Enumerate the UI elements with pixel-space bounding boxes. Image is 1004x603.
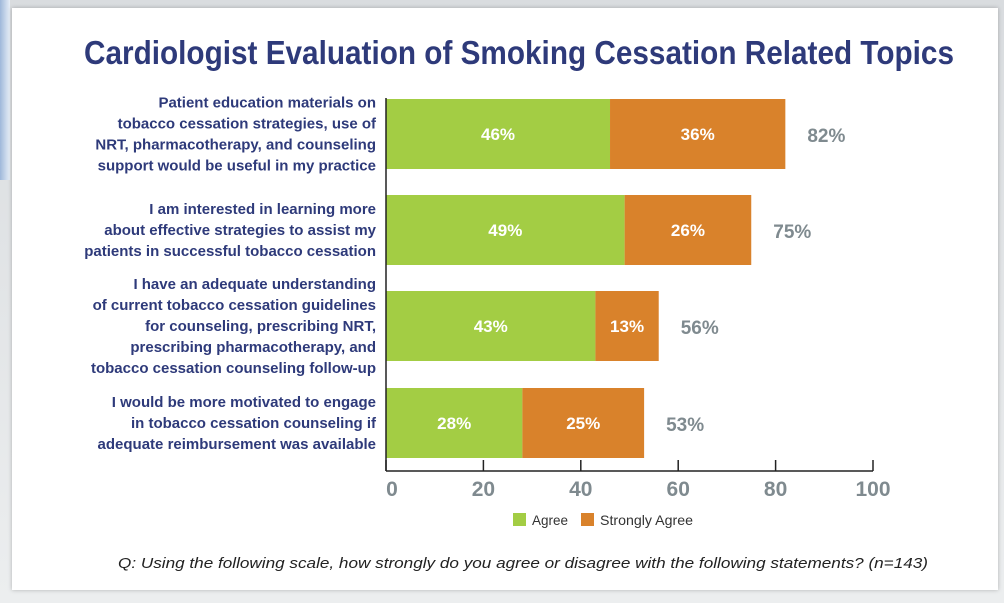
total-label: 75% bbox=[773, 222, 811, 243]
category-label-line: adequate reimbursement was available bbox=[98, 436, 376, 453]
bar-agree bbox=[386, 99, 611, 169]
x-tick-label: 40 bbox=[569, 478, 592, 501]
bar-strongly-agree bbox=[595, 291, 659, 361]
bar-value-label: 25% bbox=[566, 414, 600, 433]
bar-agree bbox=[386, 291, 596, 361]
bar-row: I am interested in learning more about ef… bbox=[84, 195, 811, 265]
category-label-line: I have an adequate understanding bbox=[133, 276, 376, 293]
x-tick-label: 60 bbox=[667, 478, 690, 501]
category-label-line: in tobacco cessation counseling if bbox=[131, 415, 377, 432]
category-label-line: patients in successful tobacco cessation bbox=[84, 243, 376, 260]
x-tick-label: 0 bbox=[386, 478, 398, 501]
bar-value-label: 13% bbox=[610, 317, 644, 336]
bar-value-label: 36% bbox=[681, 125, 715, 144]
bar-agree bbox=[386, 195, 625, 265]
x-tick-label: 80 bbox=[764, 478, 787, 501]
legend: Agree Strongly Agree bbox=[513, 512, 693, 528]
category-label-line: I am interested in learning more bbox=[149, 201, 376, 218]
question-note: Q: Using the following scale, how strong… bbox=[118, 556, 928, 572]
decorative-edge bbox=[0, 0, 10, 180]
category-label-line: NRT, pharmacotherapy, and counseling bbox=[95, 137, 376, 154]
total-label: 82% bbox=[807, 126, 845, 147]
bar-strongly-agree bbox=[610, 99, 786, 169]
bar-value-label: 26% bbox=[671, 221, 705, 240]
legend-label-agree: Agree bbox=[532, 512, 568, 528]
category-label-line: prescribing pharmacotherapy, and bbox=[130, 339, 376, 356]
bar-row: I would be more motivated to engage in to… bbox=[98, 388, 704, 458]
category-label-line: about effective strategies to assist my bbox=[104, 222, 376, 239]
total-label: 53% bbox=[666, 415, 704, 436]
chart-title: Cardiologist Evaluation of Smoking Cessa… bbox=[84, 34, 954, 71]
category-label-line: tobacco cessation counseling follow-up bbox=[91, 360, 376, 377]
bar-value-label: 49% bbox=[488, 221, 522, 240]
legend-label-strongly-agree: Strongly Agree bbox=[600, 512, 693, 528]
x-tick-label: 20 bbox=[472, 478, 495, 501]
bar-row: I have an adequate understanding of curre… bbox=[91, 276, 719, 377]
category-label-line: support would be useful in my practice bbox=[98, 158, 376, 175]
bar-agree bbox=[386, 388, 523, 458]
category-label-line: Patient education materials on bbox=[158, 95, 376, 112]
bar-value-label: 28% bbox=[437, 414, 471, 433]
total-label: 56% bbox=[681, 318, 719, 339]
category-label-line: tobacco cessation strategies, use of bbox=[118, 116, 377, 133]
category-label-line: for counseling, prescribing NRT, bbox=[145, 318, 376, 335]
x-tick-label: 100 bbox=[855, 478, 890, 501]
bar-strongly-agree bbox=[624, 195, 752, 265]
bar-value-label: 46% bbox=[481, 125, 515, 144]
bar-strongly-agree bbox=[522, 388, 645, 458]
legend-swatch-agree bbox=[513, 513, 526, 526]
category-label-line: of current tobacco cessation guidelines bbox=[93, 297, 376, 314]
legend-swatch-strongly-agree bbox=[581, 513, 594, 526]
category-label-line: I would be more motivated to engage bbox=[112, 394, 376, 411]
bar-value-label: 43% bbox=[474, 317, 508, 336]
bar-row: Patient education materials on tobacco ce… bbox=[95, 95, 845, 175]
